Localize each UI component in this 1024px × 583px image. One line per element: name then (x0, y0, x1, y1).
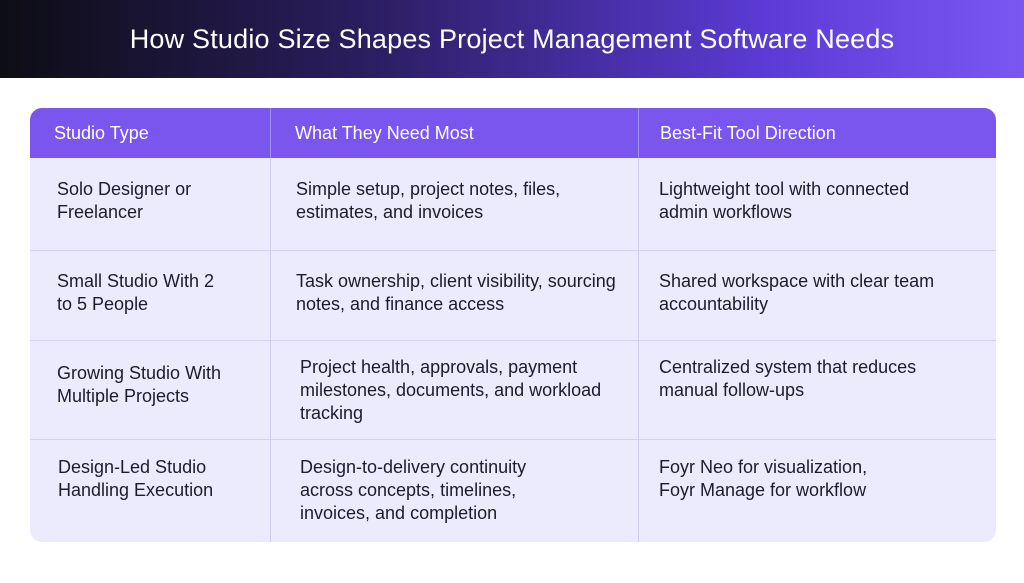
table-cell-tool: Lightweight tool with connected admin wo… (659, 179, 910, 222)
row-divider (30, 340, 996, 341)
header-divider (638, 108, 639, 158)
table-cell-needs: Design-to-delivery continuity across con… (300, 457, 527, 523)
header-divider (270, 108, 271, 158)
table-cell-needs: Task ownership, client visibility, sourc… (296, 271, 616, 314)
table-cell-needs: Simple setup, project notes, files, esti… (296, 179, 561, 222)
table-cell-tool: Shared workspace with clear team account… (659, 271, 935, 314)
header-needs: What They Need Most (295, 122, 474, 143)
comparison-table: Studio Type What They Need Most Best-Fit… (30, 108, 996, 542)
table-header-row: Studio Type What They Need Most Best-Fit… (30, 108, 996, 158)
table-cell-tool: Centralized system that reduces manual f… (659, 357, 917, 400)
header-studio-type: Studio Type (54, 122, 149, 143)
table-cell-studio-type: Solo Designer or Freelancer (57, 179, 192, 222)
header-tool-direction: Best-Fit Tool Direction (660, 122, 836, 143)
table-cell-tool: Foyr Neo for visualization, Foyr Manage … (659, 457, 868, 500)
table-cell-needs: Project health, approvals, payment miles… (300, 357, 602, 423)
page-title: How Studio Size Shapes Project Managemen… (129, 23, 895, 54)
table-cell-studio-type: Growing Studio With Multiple Projects (57, 363, 222, 406)
table-cell-studio-type: Small Studio With 2 to 5 People (57, 271, 215, 314)
row-divider (30, 250, 996, 251)
column-divider (270, 158, 271, 542)
row-divider (30, 439, 996, 440)
title-banner: How Studio Size Shapes Project Managemen… (0, 0, 1024, 78)
column-divider (638, 158, 639, 542)
table-cell-studio-type: Design-Led Studio Handling Execution (58, 457, 214, 500)
